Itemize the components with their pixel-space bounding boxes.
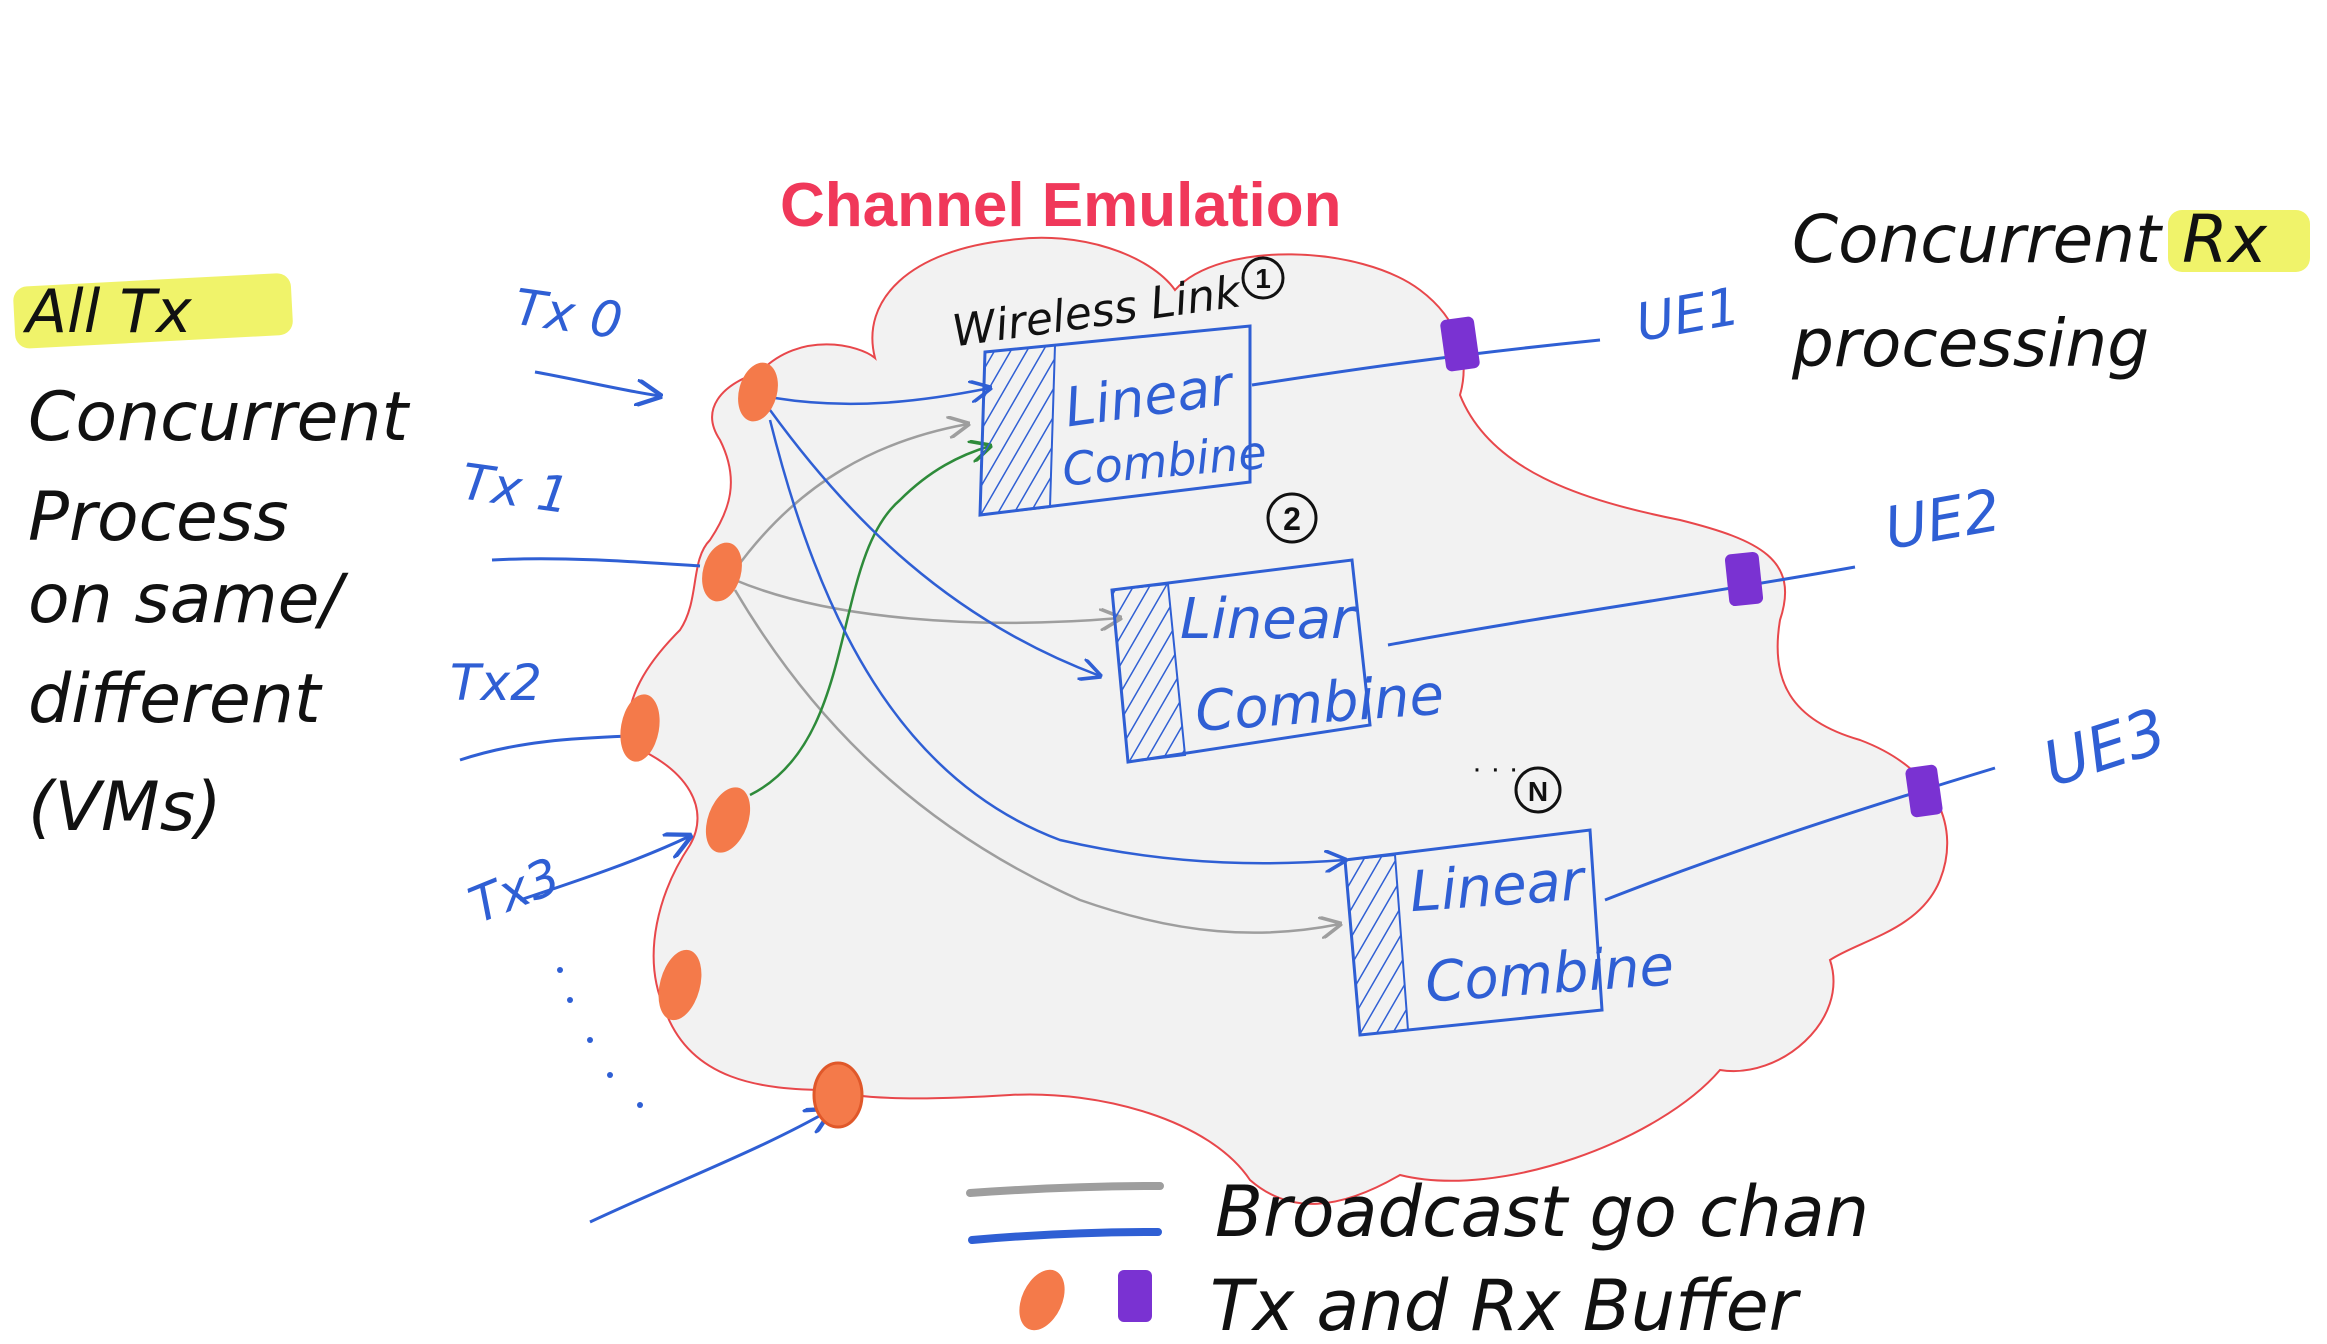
tx1-input-line <box>491 557 701 568</box>
link-1-index: 1 <box>1255 263 1271 294</box>
blue-channel-tx0-link1 <box>774 388 990 406</box>
left-note-line-2: Process <box>28 478 289 557</box>
gray-channel-tx1-linkn <box>733 589 1340 933</box>
legend-channel-label: Broadcast go chan <box>1215 1171 1869 1253</box>
link-n-index: N <box>1528 776 1548 807</box>
legend: Broadcast go chan Tx and Rx Buffer <box>966 1171 1869 1344</box>
tx-buffer-n <box>812 1061 864 1129</box>
ue3-label: UE3 <box>2034 694 2174 802</box>
link-2-index: 2 <box>1283 501 1301 537</box>
tx2-input-line <box>459 734 631 762</box>
green-channel-tx3-link1 <box>749 446 990 797</box>
txn-input-line <box>589 1110 830 1224</box>
link-n-line-1: Linear <box>1408 848 1589 925</box>
tx-buffers <box>620 362 864 1129</box>
channel-cloud <box>627 236 1949 1205</box>
ue1-label: UE1 <box>1632 277 1745 354</box>
all-tx-label: All Tx <box>22 277 192 347</box>
left-note-line-1: Concurrent <box>28 378 411 457</box>
tx-buffer-1 <box>702 542 742 602</box>
blue-channels <box>768 388 1345 863</box>
tx2-label: Tx2 <box>450 654 542 712</box>
gray-channels <box>733 424 1340 933</box>
rx-buffers <box>1440 316 1943 818</box>
rx-buffer-ue2 <box>1724 551 1764 607</box>
tx-buffer-3 <box>705 787 751 853</box>
link-n-index-badge <box>1514 766 1562 814</box>
link-1-hatch <box>978 343 1057 517</box>
left-note-line-3: on same/ <box>28 560 349 639</box>
blue-channel-tx0-link2 <box>768 409 1100 676</box>
tx-buffer-2 <box>620 694 660 762</box>
gray-channel-tx1-link1 <box>733 424 968 571</box>
left-note-line-5: (VMs) <box>28 768 222 847</box>
diagram-title: Channel Emulation <box>780 171 1341 240</box>
legend-tx-buffer-swatch <box>1019 1269 1065 1331</box>
ue2-label: UE2 <box>1880 476 2006 563</box>
legend-buffer-label: Tx and Rx Buffer <box>1210 1265 1802 1344</box>
link-2-line-1: Linear <box>1180 587 1357 652</box>
wireless-link-n: Linear Combine · · · N <box>1343 752 1676 1037</box>
link-2-hatch <box>1110 582 1187 764</box>
more-tx-dots <box>557 967 643 1108</box>
right-note-concurrent: Concurrent <box>1792 201 2182 278</box>
link-n-dots: · · · <box>1472 752 1519 785</box>
legend-gray-swatch <box>966 1182 1164 1197</box>
tx-buffer-0 <box>738 362 778 422</box>
rx-buffer-ue1 <box>1440 316 1480 372</box>
rx-buffer-ue3 <box>1905 764 1943 818</box>
all-tx-highlight <box>13 273 293 349</box>
gray-channel-tx1-link2 <box>734 578 1120 623</box>
right-note-rx: Rx <box>2182 201 2268 278</box>
legend-blue-swatch <box>968 1228 1162 1244</box>
link-n-hatch <box>1343 853 1410 1037</box>
tx3-input-line <box>519 836 690 902</box>
tx1-label: Tx 1 <box>458 453 573 525</box>
rx-highlight <box>2168 210 2310 272</box>
link-2-index-badge <box>1266 492 1318 544</box>
link-2-to-ue2 <box>1387 565 1856 647</box>
tx-input-lines <box>459 370 830 1224</box>
link-1-to-ue1 <box>1251 338 1601 387</box>
tx0-input-line <box>534 370 660 396</box>
legend-rx-buffer-swatch <box>1118 1270 1152 1322</box>
left-note-line-4: different <box>28 660 323 739</box>
blue-channel-tx0-linkn <box>768 419 1345 863</box>
right-note-line-2: processing <box>1791 305 2149 382</box>
tx3-label: Tx3 <box>461 847 568 935</box>
link-1-index-badge <box>1241 256 1285 300</box>
tx0-label: Tx 0 <box>511 278 626 350</box>
right-note-line-1: Concurrent Rx <box>1792 201 2268 278</box>
wireless-link-2: Linear Combine 2 <box>1110 492 1446 764</box>
tx-buffer-4 <box>658 949 702 1021</box>
